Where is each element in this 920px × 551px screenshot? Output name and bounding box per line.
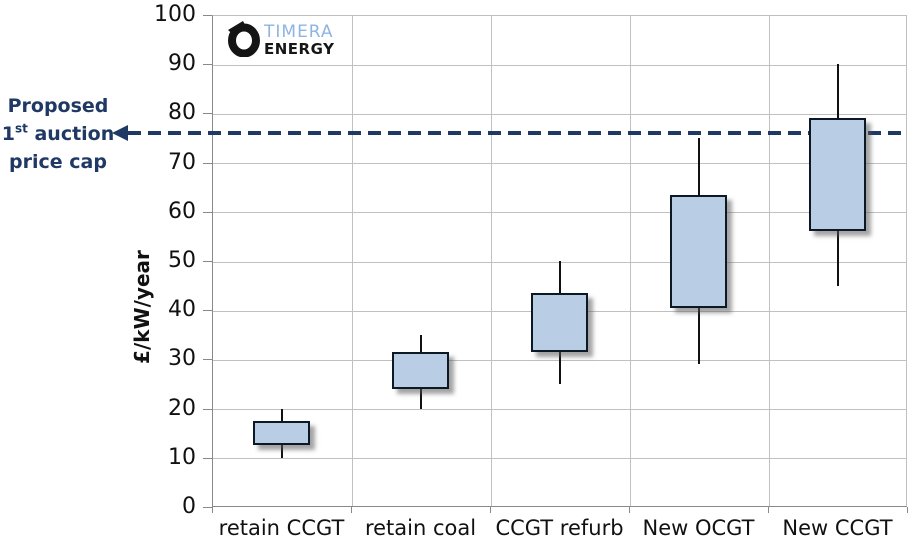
y-tick-label: 60 <box>168 198 196 224</box>
y-tick-label: 90 <box>168 51 196 77</box>
gridline-y-10 <box>213 458 906 460</box>
category-label-new-ocgt: New OCGT <box>642 516 755 540</box>
y-tick-mark <box>203 507 212 508</box>
box-new-ccgt <box>809 118 866 232</box>
y-tick-mark <box>203 408 212 410</box>
x-tick-mark <box>768 507 769 513</box>
gridline-x-2 <box>490 16 492 506</box>
x-tick-mark <box>907 507 908 513</box>
timera-energy-logo: TIMERA ENERGY <box>220 13 335 61</box>
gridline-x-4 <box>768 16 770 506</box>
annotation-line-1: Proposed <box>7 95 109 117</box>
gridline-y-60 <box>213 212 906 214</box>
y-tick-mark <box>203 64 212 66</box>
y-tick-label: 30 <box>168 346 196 372</box>
price-cap-annotation: Proposed 1st auction price cap <box>0 92 116 176</box>
left-arrow-icon <box>112 125 128 142</box>
gridline-y-70 <box>213 163 906 165</box>
brand-name-timera: TIMERA <box>264 21 334 42</box>
category-label-new-ccgt: New CCGT <box>782 516 893 540</box>
y-tick-mark <box>203 457 212 459</box>
y-tick-mark <box>203 15 212 16</box>
gridline-y-80 <box>213 113 906 115</box>
x-tick-mark <box>212 507 213 513</box>
brand-name-energy: ENERGY <box>264 39 335 58</box>
box-retain-ccgt <box>253 420 310 446</box>
y-tick-label: 10 <box>168 444 196 470</box>
y-tick-label: 70 <box>168 149 196 175</box>
x-tick-mark <box>351 507 352 513</box>
y-tick-mark <box>203 211 212 213</box>
price-cap-reference-line <box>128 131 906 136</box>
annotation-line-2: 1st auction <box>1 121 115 145</box>
y-tick-label: 40 <box>168 297 196 323</box>
box-new-ocgt <box>670 194 727 308</box>
gridline-x-3 <box>629 16 631 506</box>
annotation-line-3: price cap <box>9 151 107 173</box>
y-tick-label: 80 <box>168 100 196 126</box>
y-tick-label: 20 <box>168 395 196 421</box>
y-tick-label: 0 <box>182 494 196 519</box>
category-label-retain-ccgt: retain CCGT <box>218 516 345 540</box>
gridline-y-90 <box>213 64 906 66</box>
timera-o-icon <box>220 13 261 61</box>
y-tick-mark <box>203 359 212 361</box>
y-tick-mark <box>203 261 212 262</box>
y-tick-mark <box>203 310 212 312</box>
y-tick-mark <box>203 162 212 164</box>
box-ccgt-refurb <box>531 292 588 352</box>
x-tick-mark <box>629 507 630 513</box>
x-tick-mark <box>490 507 491 513</box>
box-retain-coal <box>392 352 449 389</box>
gridline-y-20 <box>213 409 906 411</box>
category-label-ccgt-refurb: CCGT refurb <box>495 516 624 540</box>
y-tick-label: 100 <box>154 2 196 27</box>
category-label-retain-coal: retain coal <box>364 516 477 540</box>
y-tick-label: 50 <box>168 248 196 273</box>
gridline-x-1 <box>351 16 353 506</box>
y-tick-mark <box>203 113 212 115</box>
